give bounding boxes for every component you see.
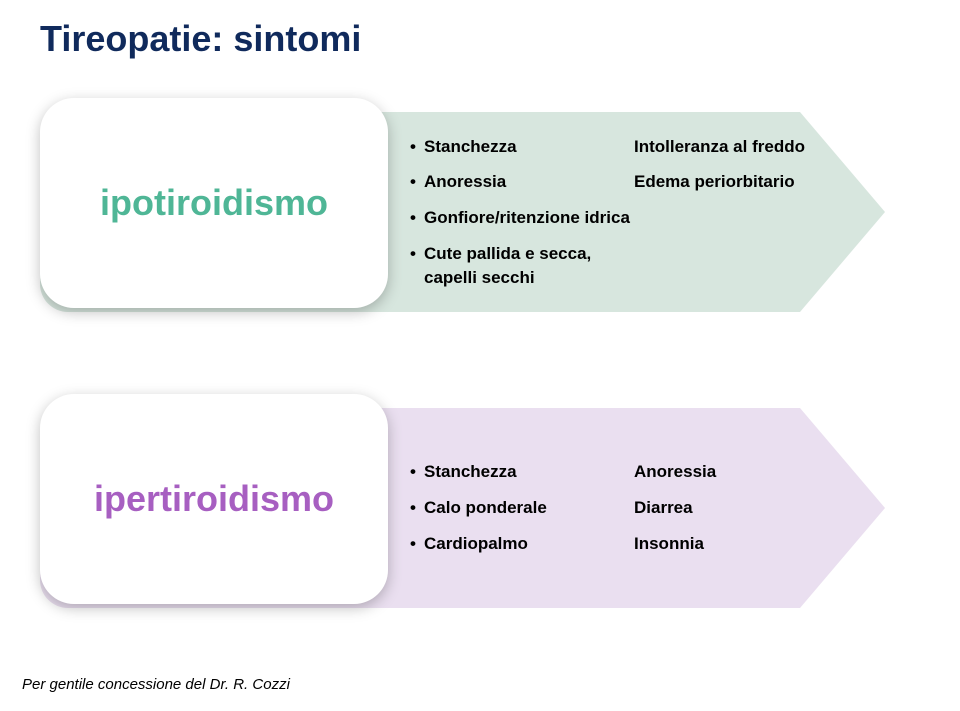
symptom-line: •AnoressiaEdema periorbitario [410, 170, 830, 194]
symptom-col2: Intolleranza al freddo [634, 135, 830, 159]
label-text: ipertiroidismo [94, 478, 334, 520]
bullet: • [410, 170, 424, 194]
symptom-col2: Anoressia [634, 460, 830, 484]
symptom-col1: Cute pallida e secca, capelli secchi [424, 242, 634, 290]
symptom-col1: Gonfiore/ritenzione idrica [424, 206, 634, 230]
symptom-col1: Calo ponderale [424, 496, 634, 520]
symptom-col2: Diarrea [634, 496, 830, 520]
block-ipotiroidismo: •StanchezzaIntolleranza al freddo•Anores… [40, 112, 900, 312]
symptom-col1: Anoressia [424, 170, 634, 194]
bullet: • [410, 206, 424, 230]
bullet: • [410, 460, 424, 484]
symptom-line: •Calo ponderaleDiarrea [410, 496, 830, 520]
label-card: ipertiroidismo [40, 394, 388, 604]
credit-text: Per gentile concessione del Dr. R. Cozzi [22, 676, 290, 693]
bullet: • [410, 496, 424, 520]
symptom-list: •StanchezzaAnoressia•Calo ponderaleDiarr… [410, 418, 830, 598]
bullet: • [410, 532, 424, 556]
symptom-list: •StanchezzaIntolleranza al freddo•Anores… [410, 122, 830, 302]
symptom-line: •StanchezzaIntolleranza al freddo [410, 135, 830, 159]
symptom-line: •StanchezzaAnoressia [410, 460, 830, 484]
symptom-col1: Cardiopalmo [424, 532, 634, 556]
symptom-line: •CardiopalmoInsonnia [410, 532, 830, 556]
symptom-line: •Cute pallida e secca, capelli secchi [410, 242, 830, 290]
bullet: • [410, 242, 424, 266]
label-card: ipotiroidismo [40, 98, 388, 308]
symptom-line: •Gonfiore/ritenzione idrica [410, 206, 830, 230]
symptom-col1: Stanchezza [424, 460, 634, 484]
block-ipertiroidismo: •StanchezzaAnoressia•Calo ponderaleDiarr… [40, 408, 900, 608]
bullet: • [410, 135, 424, 159]
symptom-col2: Edema periorbitario [634, 170, 830, 194]
symptom-col1: Stanchezza [424, 135, 634, 159]
label-text: ipotiroidismo [100, 182, 328, 224]
page-title: Tireopatie: sintomi [40, 18, 361, 60]
symptom-col2: Insonnia [634, 532, 830, 556]
